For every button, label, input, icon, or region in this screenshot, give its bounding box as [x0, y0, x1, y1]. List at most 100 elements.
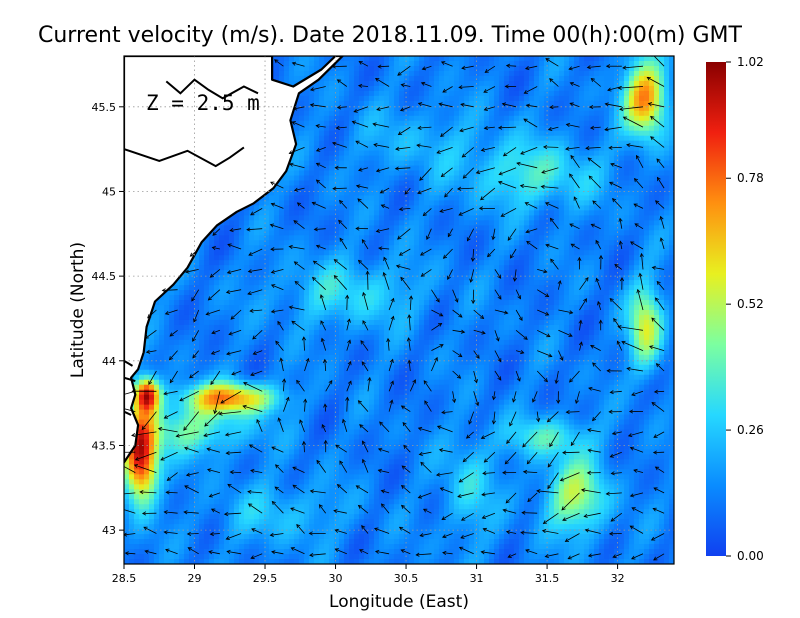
speed-cell	[294, 215, 300, 221]
speed-cell	[264, 314, 270, 321]
speed-cell	[249, 364, 255, 371]
speed-cell	[304, 155, 310, 162]
speed-cell	[354, 479, 360, 485]
speed-cell	[349, 554, 355, 560]
speed-cell	[144, 394, 150, 401]
speed-cell	[234, 529, 240, 535]
speed-cell	[359, 319, 365, 326]
speed-cell	[349, 494, 355, 500]
speed-cell	[254, 250, 260, 256]
speed-cell	[349, 324, 355, 331]
speed-cell	[154, 489, 160, 495]
speed-cell	[279, 285, 285, 291]
speed-cell	[359, 145, 365, 152]
speed-cell	[299, 514, 305, 520]
speed-cell	[299, 409, 305, 416]
speed-cell	[279, 519, 285, 525]
speed-cell	[224, 484, 230, 490]
speed-cell	[299, 150, 305, 157]
speed-cell	[219, 524, 225, 530]
speed-cell	[214, 439, 220, 446]
speed-cell	[264, 464, 270, 470]
speed-cell	[319, 265, 325, 271]
speed-cell	[224, 414, 230, 421]
speed-cell	[284, 449, 290, 456]
speed-cell	[269, 514, 275, 520]
speed-cell	[139, 549, 145, 555]
speed-cell	[209, 429, 215, 436]
speed-cell	[314, 105, 320, 112]
speed-cell	[294, 150, 300, 157]
speed-cell	[284, 205, 290, 211]
speed-cell	[269, 469, 275, 475]
speed-cell	[274, 559, 280, 564]
speed-cell	[324, 559, 330, 564]
speed-cell	[234, 364, 240, 371]
speed-cell	[324, 394, 330, 401]
speed-cell	[354, 180, 360, 187]
speed-cell	[229, 514, 235, 520]
speed-cell	[299, 155, 305, 162]
speed-cell	[204, 544, 210, 550]
speed-cell	[364, 459, 370, 465]
speed-cell	[174, 354, 180, 361]
speed-cell	[264, 195, 270, 202]
speed-cell	[184, 285, 190, 291]
speed-cell	[274, 230, 280, 236]
speed-cell	[284, 389, 290, 396]
speed-cell	[254, 260, 260, 266]
speed-cell	[269, 379, 275, 386]
speed-cell	[294, 175, 300, 182]
speed-cell	[359, 424, 365, 431]
speed-cell	[259, 329, 265, 336]
speed-cell	[264, 334, 270, 341]
speed-cell	[324, 419, 330, 426]
speed-cell	[124, 469, 130, 475]
speed-cell	[134, 554, 140, 560]
speed-cell	[294, 534, 300, 540]
speed-cell	[159, 404, 165, 411]
speed-cell	[334, 559, 340, 564]
speed-cell	[159, 354, 165, 361]
speed-cell	[269, 295, 275, 301]
speed-cell	[319, 329, 325, 336]
speed-cell	[334, 140, 340, 147]
speed-cell	[304, 329, 310, 336]
speed-cell	[229, 369, 235, 376]
speed-cell	[294, 170, 300, 177]
speed-cell	[234, 344, 240, 351]
speed-cell	[239, 554, 245, 560]
speed-cell	[179, 414, 185, 421]
speed-cell	[299, 364, 305, 371]
speed-cell	[234, 514, 240, 520]
speed-cell	[279, 539, 285, 545]
speed-cell	[204, 459, 210, 465]
speed-cell	[249, 499, 255, 505]
speed-cell	[274, 534, 280, 540]
speed-cell	[314, 514, 320, 520]
speed-cell	[234, 210, 240, 216]
speed-cell	[139, 519, 145, 525]
speed-cell	[349, 65, 355, 72]
speed-cell	[164, 434, 170, 441]
speed-cell	[164, 295, 170, 301]
speed-cell	[194, 509, 200, 515]
speed-cell	[254, 409, 260, 416]
speed-cell	[124, 514, 130, 520]
speed-cell	[324, 369, 330, 376]
speed-cell	[234, 240, 240, 246]
speed-cell	[359, 140, 365, 147]
speed-cell	[304, 210, 310, 216]
speed-cell	[189, 285, 195, 291]
speed-cell	[344, 319, 350, 326]
speed-cell	[184, 389, 190, 396]
speed-cell	[314, 314, 320, 321]
speed-cell	[299, 75, 305, 82]
speed-cell	[334, 270, 340, 276]
speed-cell	[234, 280, 240, 286]
speed-cell	[269, 319, 275, 326]
speed-cell	[289, 290, 295, 296]
speed-cell	[264, 225, 270, 231]
speed-cell	[354, 379, 360, 386]
